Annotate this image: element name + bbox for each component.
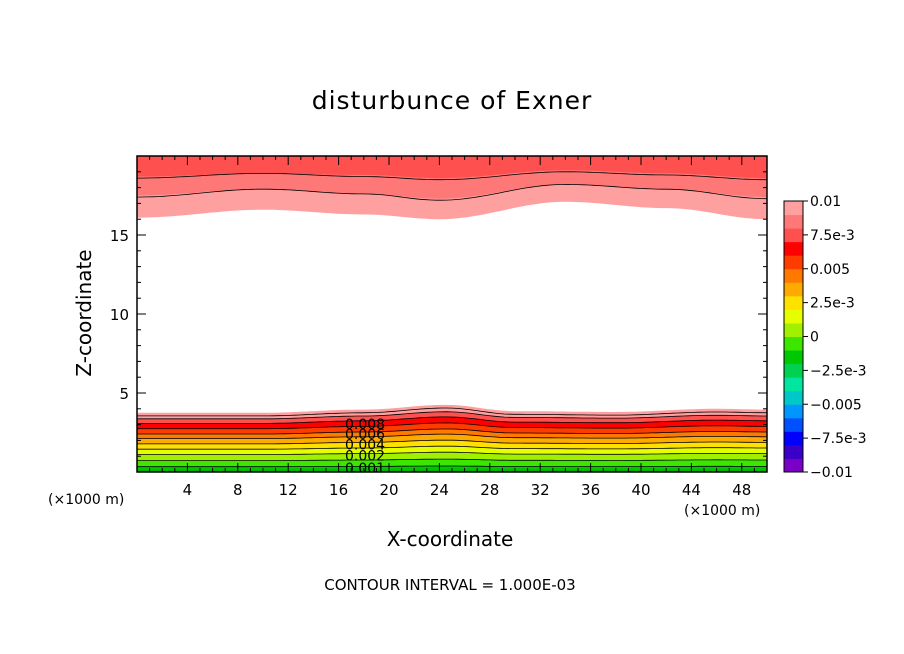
y-tick-label: 10 — [110, 306, 129, 324]
x-axis-label: X-coordinate — [386, 527, 514, 551]
contour-label: 0.006 — [345, 427, 385, 443]
bottom-contour-line-1 — [137, 465, 767, 468]
contour-label: 0.004 — [345, 437, 385, 453]
colorbar-tick-label: 0 — [810, 330, 819, 346]
x-tick-label: 4 — [183, 481, 193, 499]
bottom-contour-line-9 — [137, 416, 767, 424]
colorbar-segment — [784, 295, 803, 310]
bottom-contour-line-outer — [137, 407, 767, 417]
colorbar-tick-label: −0.005 — [810, 397, 862, 413]
colorbar-segment — [784, 214, 803, 229]
colorbar-segment — [784, 255, 803, 270]
x-tick-label: 32 — [531, 481, 550, 499]
colorbar-segment — [784, 228, 803, 243]
x-tick-label: 40 — [631, 481, 650, 499]
top-contour-line-1 — [137, 171, 767, 181]
y-tick-label: 15 — [110, 227, 129, 245]
colorbar-segment — [784, 363, 803, 378]
colorbar-tick-label: −0.01 — [810, 465, 853, 481]
colorbar-segment — [784, 201, 803, 216]
colorbar-segment — [784, 377, 803, 392]
colorbar-segment — [784, 282, 803, 297]
x-tick-label: 36 — [581, 481, 600, 499]
bottom-contour-line-10 — [137, 411, 767, 420]
colorbar-segment — [784, 268, 803, 283]
x-tick-label: 20 — [379, 481, 398, 499]
colorbar-tick-label: −2.5e-3 — [810, 363, 867, 379]
bottom-contour-line-4 — [137, 445, 767, 450]
bottom-contour-line-7 — [137, 428, 767, 435]
colorbar-segment — [784, 404, 803, 419]
x-tick-label: 8 — [233, 481, 243, 499]
colorbar-tick-label: 0.01 — [810, 194, 841, 210]
colorbar-segment — [784, 431, 803, 446]
bottom-contour-line-5 — [137, 439, 767, 445]
colorbar-tick-label: 7.5e-3 — [810, 228, 855, 244]
colorbar-tick-label: 0.005 — [810, 262, 850, 278]
contour-label: 0.008 — [345, 417, 385, 433]
colorbar-tick-label: −7.5e-3 — [810, 431, 867, 447]
colorbar-segment — [784, 458, 803, 473]
x-tick-label: 12 — [279, 481, 298, 499]
colorbar-segment — [784, 241, 803, 256]
colorbar-segment — [784, 309, 803, 324]
x-tick-label: 48 — [732, 481, 751, 499]
x-unit-label-left: (×1000 m) — [48, 492, 125, 508]
x-tick-label: 16 — [329, 481, 348, 499]
colorbar-segment — [784, 390, 803, 405]
x-tick-label: 44 — [682, 481, 701, 499]
bottom-contour-line-8 — [137, 422, 767, 430]
top-band-3 — [137, 156, 767, 179]
contour-label: 0.001 — [345, 461, 385, 477]
x-tick-label: 28 — [480, 481, 499, 499]
colorbar-segment — [784, 417, 803, 432]
chart-title: disturbunce of Exner — [311, 86, 593, 115]
x-tick-label: 24 — [430, 481, 449, 499]
bottom-contour-line-3 — [137, 451, 767, 455]
y-tick-label: 5 — [119, 385, 129, 403]
colorbar-segment — [784, 350, 803, 365]
bottom-contour-line-6 — [137, 433, 767, 439]
colorbar-segment — [784, 336, 803, 351]
bottom-contour-line-2 — [137, 458, 767, 461]
colorbar-segment — [784, 444, 803, 459]
contour-label: 0.002 — [345, 448, 385, 464]
colorbar-tick-label: 2.5e-3 — [810, 296, 855, 312]
contour-interval-note: CONTOUR INTERVAL = 1.000E-03 — [324, 576, 576, 594]
top-contour-line-2 — [137, 183, 767, 201]
x-unit-label-right: (×1000 m) — [684, 503, 761, 519]
colorbar-segment — [784, 322, 803, 337]
